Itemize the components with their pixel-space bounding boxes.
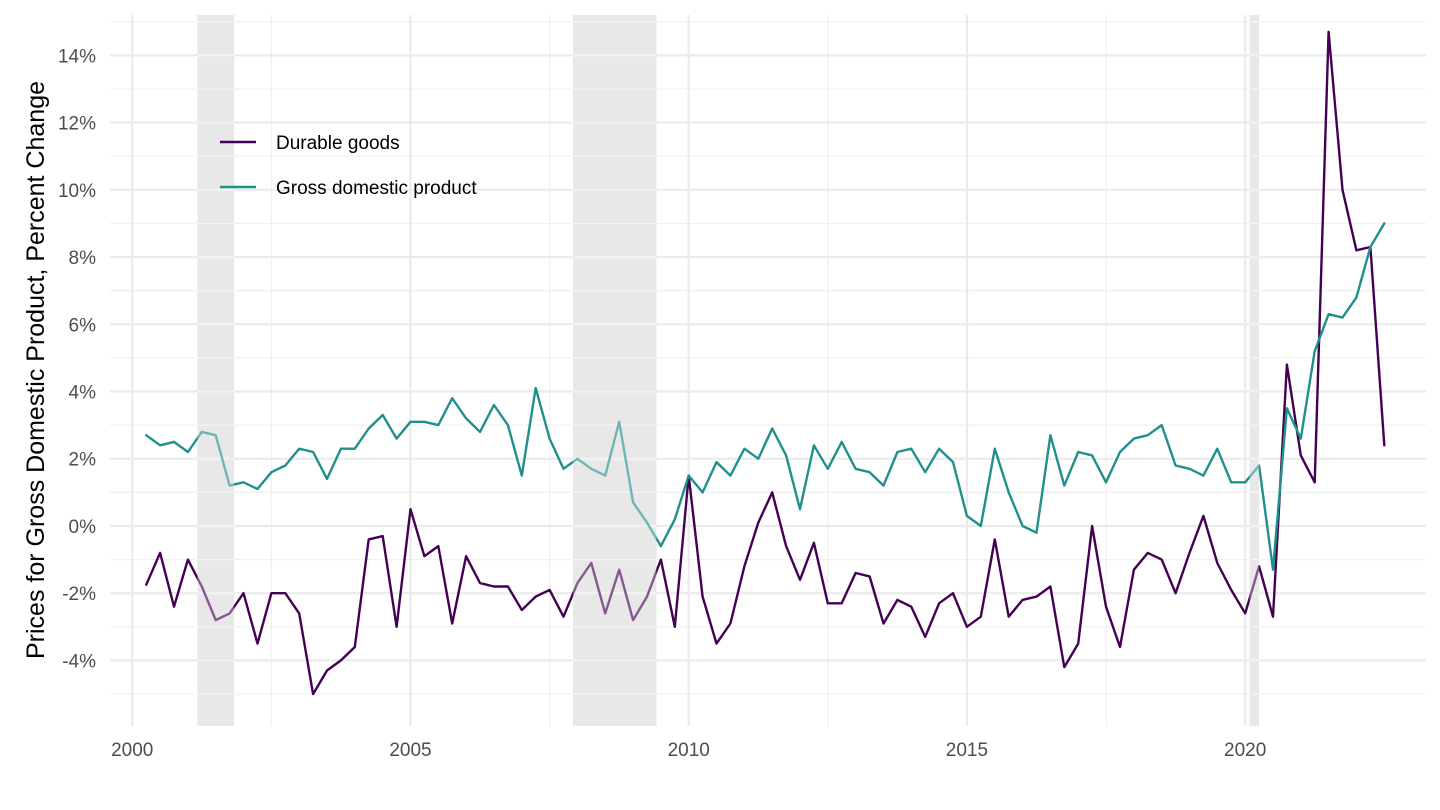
major-gridlines xyxy=(110,15,1426,726)
y-tick-label: -4% xyxy=(62,651,96,672)
legend-label-1: Durable goods xyxy=(276,133,400,154)
x-axis-ticks: 2000 2005 2010 2015 2020 xyxy=(111,740,1266,761)
y-axis-title: Prices for Gross Domestic Product, Perce… xyxy=(22,81,50,659)
y-tick-label: 4% xyxy=(69,383,97,404)
y-tick-label: 14% xyxy=(58,46,96,67)
y-tick-label: 2% xyxy=(69,450,97,471)
y-tick-label: 12% xyxy=(58,114,96,135)
x-tick-label: 2015 xyxy=(946,740,988,761)
recession-bands xyxy=(197,15,1260,726)
legend: Durable goods Gross domestic product xyxy=(220,133,477,199)
y-tick-label: -2% xyxy=(62,584,96,605)
x-tick-label: 2005 xyxy=(389,740,431,761)
series-line-1 xyxy=(144,30,1386,696)
legend-label-2: Gross domestic product xyxy=(276,178,477,199)
x-tick-label: 2000 xyxy=(111,740,153,761)
series-line-2 xyxy=(144,222,1386,571)
y-axis-ticks: -4% -2% 0% 2% 4% 6% 8% 10% 12% 14% xyxy=(58,46,96,672)
recession-overlay-3 xyxy=(1249,15,1260,726)
y-tick-label: 0% xyxy=(69,517,97,538)
x-tick-label: 2010 xyxy=(668,740,710,761)
y-tick-label: 8% xyxy=(69,248,97,269)
y-tick-label: 10% xyxy=(58,181,96,202)
recession-band-3 xyxy=(1249,15,1260,726)
recession-overlay-1 xyxy=(197,15,235,726)
y-tick-label: 6% xyxy=(69,315,97,336)
recession-band-1 xyxy=(197,15,235,726)
x-tick-label: 2020 xyxy=(1224,740,1266,761)
recession-band-2 xyxy=(572,15,657,726)
recession-overlay-2 xyxy=(572,15,657,726)
series-lines xyxy=(144,15,1386,726)
